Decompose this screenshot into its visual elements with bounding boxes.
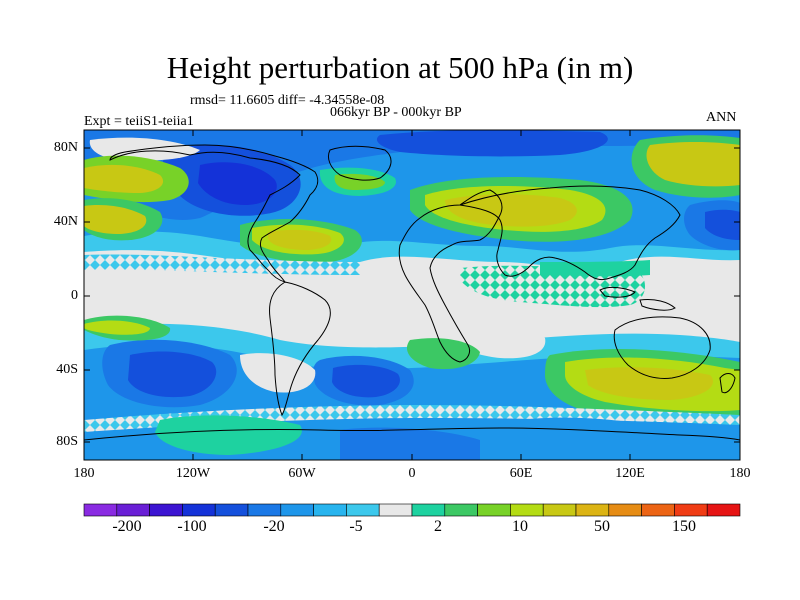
stats-label: rmsd= 11.6605 diff= -4.34558e-08 <box>190 93 385 108</box>
colorbar-swatch <box>510 503 544 517</box>
colorbar-swatch <box>575 503 610 517</box>
colorbar-swatch <box>378 503 413 517</box>
colorbar-label: 150 <box>672 518 696 535</box>
colorbar-label: -200 <box>112 518 142 535</box>
colorbar-label: -20 <box>263 518 285 535</box>
colorbar-swatch <box>674 503 708 517</box>
colorbar-swatch <box>641 503 675 517</box>
colorbar-swatch <box>444 503 478 517</box>
colorbar-label: 50 <box>594 518 610 535</box>
colorbar-swatch <box>83 503 118 517</box>
colorbar-swatch <box>346 503 380 517</box>
lon-tick-0: 0 <box>408 466 416 481</box>
colorbar-swatch <box>116 503 150 517</box>
plot-title: Height perturbation at 500 hPa (in m) <box>166 50 634 85</box>
lon-tick-60w: 60W <box>288 466 316 481</box>
lon-tick-120e: 120E <box>615 466 645 481</box>
lat-tick-80s: 80S <box>56 434 78 449</box>
season-label: ANN <box>706 110 737 125</box>
colorbar-swatch <box>182 503 216 517</box>
colorbar-swatch <box>542 503 577 517</box>
colorbar-swatch <box>706 503 741 517</box>
lat-tick-40n: 40N <box>53 214 78 229</box>
lat-tick-40s: 40S <box>56 362 78 377</box>
lat-tick-80n: 80N <box>53 140 78 155</box>
lon-tick-180e: 180 <box>729 466 751 481</box>
lon-tick-60e: 60E <box>509 466 533 481</box>
colorbar <box>83 503 741 517</box>
colorbar-swatch <box>477 503 511 517</box>
axis-ticks <box>84 130 740 460</box>
colorbar-label: -100 <box>177 518 207 535</box>
colorbar-swatch <box>280 503 314 517</box>
lon-tick-120w: 120W <box>175 466 211 481</box>
colorbar-swatch <box>149 503 183 517</box>
colorbar-swatch <box>313 503 347 517</box>
experiment-label: Expt = teiiS1-teiia1 <box>84 114 194 129</box>
coastlines <box>84 144 740 441</box>
colorbar-label: 10 <box>512 518 528 535</box>
colorbar-swatch <box>411 503 446 517</box>
colorbar-swatch <box>608 503 642 517</box>
colorbar-label: 2 <box>434 518 442 535</box>
period-label: 066kyr BP - 000kyr BP <box>330 105 462 120</box>
lon-tick-180w: 180 <box>73 466 95 481</box>
colorbar-swatch <box>247 503 282 517</box>
colorbar-swatch <box>214 503 249 517</box>
contour-field <box>84 130 740 460</box>
lat-tick-0: 0 <box>71 288 78 303</box>
colorbar-label: -5 <box>349 518 363 535</box>
